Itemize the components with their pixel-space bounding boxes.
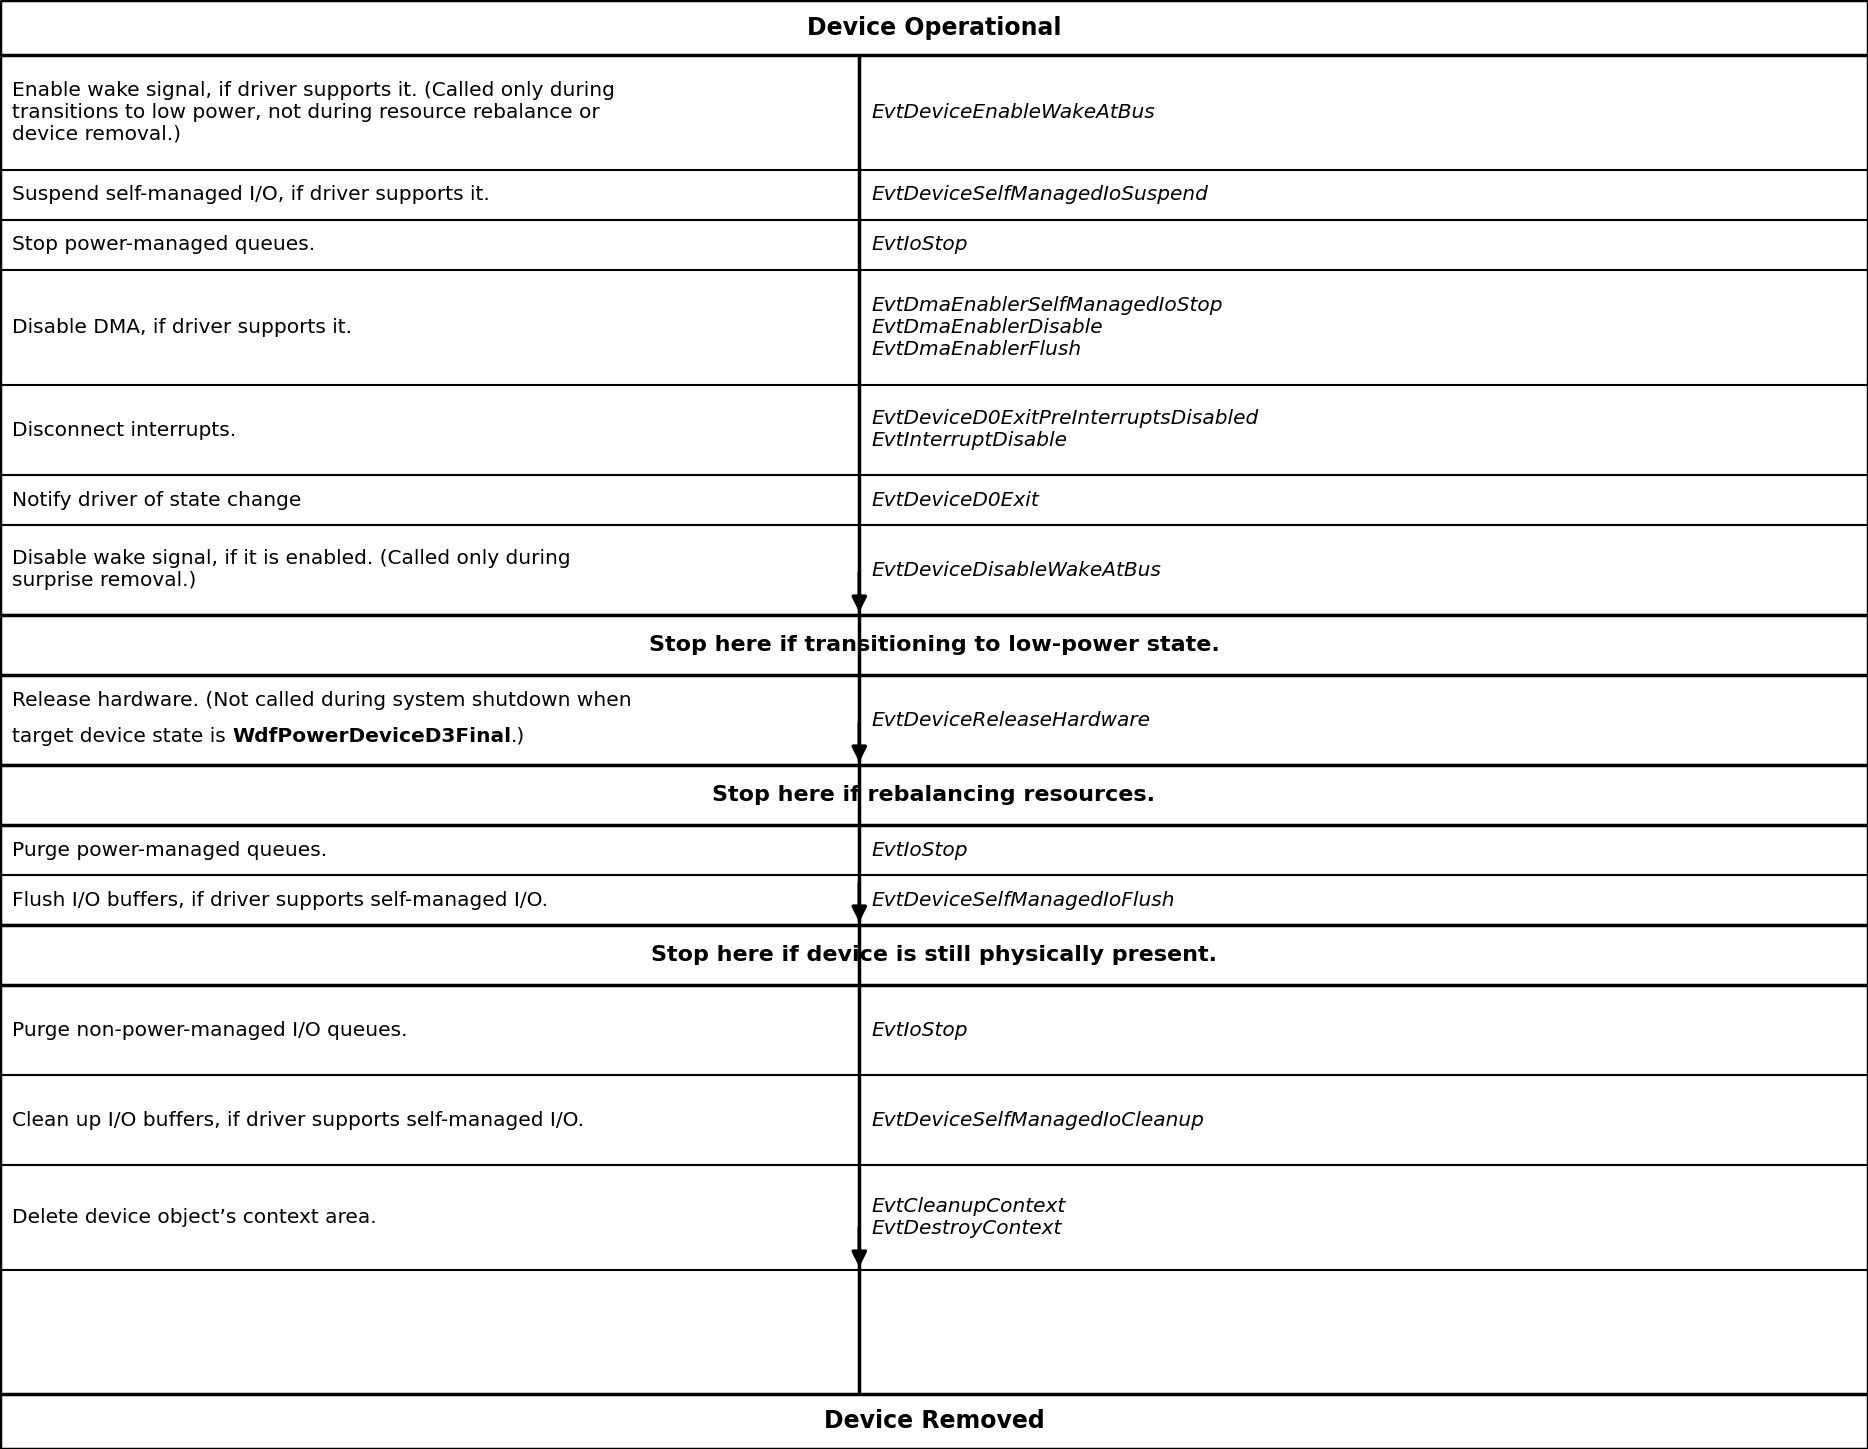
Text: Device Removed: Device Removed [824, 1410, 1044, 1433]
Text: Purge non-power-managed I/O queues.: Purge non-power-managed I/O queues. [11, 1020, 407, 1039]
Text: Stop here if device is still physically present.: Stop here if device is still physically … [652, 945, 1216, 965]
Text: Clean up I/O buffers, if driver supports self-managed I/O.: Clean up I/O buffers, if driver supports… [11, 1110, 585, 1130]
Text: Disable DMA, if driver supports it.: Disable DMA, if driver supports it. [11, 317, 351, 338]
Text: EvtDeviceSelfManagedIoCleanup: EvtDeviceSelfManagedIoCleanup [870, 1110, 1205, 1130]
Text: Device Operational: Device Operational [807, 16, 1061, 39]
Text: EvtDeviceDisableWakeAtBus: EvtDeviceDisableWakeAtBus [870, 561, 1162, 580]
Text: Enable wake signal, if driver supports it. (Called only during
transitions to lo: Enable wake signal, if driver supports i… [11, 81, 615, 143]
Text: EvtDeviceD0ExitPreInterruptsDisabled
EvtInterruptDisable: EvtDeviceD0ExitPreInterruptsDisabled Evt… [870, 410, 1259, 451]
Text: EvtDeviceReleaseHardware: EvtDeviceReleaseHardware [870, 710, 1151, 729]
Text: EvtIoStop: EvtIoStop [870, 236, 968, 255]
Text: Disconnect interrupts.: Disconnect interrupts. [11, 420, 235, 439]
Text: Suspend self-managed I/O, if driver supports it.: Suspend self-managed I/O, if driver supp… [11, 185, 489, 204]
Text: EvtIoStop: EvtIoStop [870, 1020, 968, 1039]
Text: Notify driver of state change: Notify driver of state change [11, 491, 301, 510]
Text: Flush I/O buffers, if driver supports self-managed I/O.: Flush I/O buffers, if driver supports se… [11, 891, 547, 910]
Text: EvtDeviceSelfManagedIoSuspend: EvtDeviceSelfManagedIoSuspend [870, 185, 1209, 204]
Text: Purge power-managed queues.: Purge power-managed queues. [11, 840, 327, 859]
Text: Stop here if transitioning to low-power state.: Stop here if transitioning to low-power … [648, 635, 1220, 655]
Text: Delete device object’s context area.: Delete device object’s context area. [11, 1208, 377, 1227]
Text: EvtDeviceD0Exit: EvtDeviceD0Exit [870, 491, 1039, 510]
Text: .): .) [512, 727, 525, 746]
Text: WdfPowerDeviceD3Final: WdfPowerDeviceD3Final [232, 727, 512, 746]
Text: EvtDmaEnablerSelfManagedIoStop
EvtDmaEnablerDisable
EvtDmaEnablerFlush: EvtDmaEnablerSelfManagedIoStop EvtDmaEna… [870, 296, 1224, 359]
Text: EvtDeviceEnableWakeAtBus: EvtDeviceEnableWakeAtBus [870, 103, 1154, 122]
Text: target device state is: target device state is [11, 727, 232, 746]
Text: Disable wake signal, if it is enabled. (Called only during
surprise removal.): Disable wake signal, if it is enabled. (… [11, 549, 570, 591]
Text: Stop power-managed queues.: Stop power-managed queues. [11, 236, 316, 255]
Text: Release hardware. (Not called during system shutdown when: Release hardware. (Not called during sys… [11, 691, 631, 710]
Text: EvtDeviceSelfManagedIoFlush: EvtDeviceSelfManagedIoFlush [870, 891, 1175, 910]
Text: EvtCleanupContext
EvtDestroyContext: EvtCleanupContext EvtDestroyContext [870, 1197, 1065, 1237]
Text: EvtIoStop: EvtIoStop [870, 840, 968, 859]
Text: Stop here if rebalancing resources.: Stop here if rebalancing resources. [712, 785, 1156, 806]
